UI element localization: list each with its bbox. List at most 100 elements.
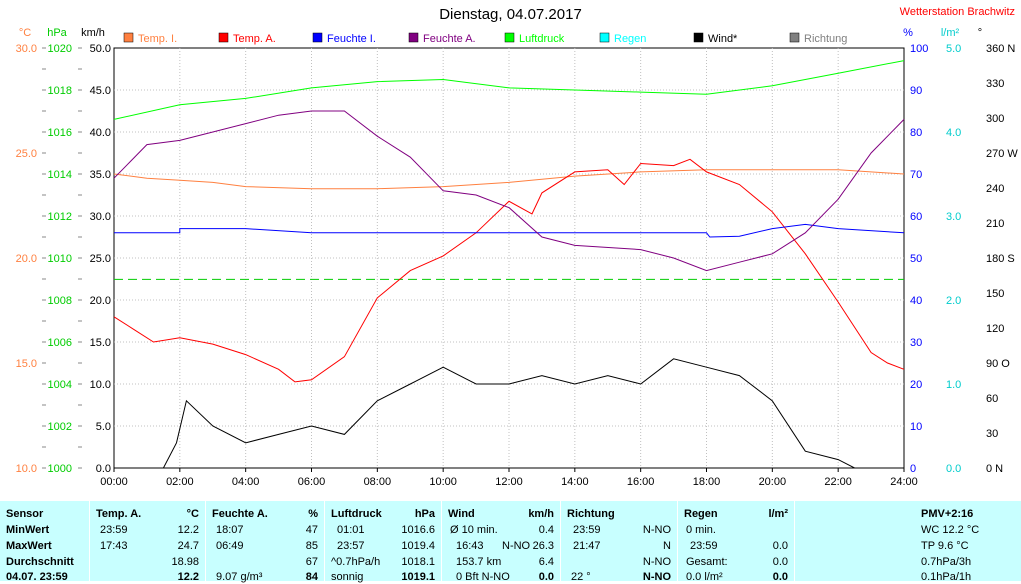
tick-humidity: 70 (910, 169, 922, 181)
stats-unit: hPa (414, 508, 435, 520)
stat-value: 1016.6 (401, 524, 435, 536)
row-label: 04.07. 23:59 (6, 571, 68, 583)
tick-wind: 50.0 (90, 43, 111, 55)
legend-label: Temp. I. (138, 33, 177, 45)
tick-temp: 15.0 (16, 358, 37, 370)
x-tick-label: 04:00 (232, 476, 260, 488)
tick-wind: 0.0 (96, 463, 111, 475)
stat-value: N-NO (642, 571, 671, 583)
tick-rain: 1.0 (946, 379, 961, 391)
legend-item: Feuchte A. (408, 32, 476, 45)
tick-wind: 5.0 (96, 421, 111, 433)
tick-pressure: 1000 (48, 463, 72, 475)
legend-swatch (123, 32, 134, 43)
stats-unit: l/m² (768, 508, 788, 520)
tick-pressure: 1008 (48, 295, 72, 307)
x-tick-label: 00:00 (100, 476, 128, 488)
tick-temp: 20.0 (16, 253, 37, 265)
stat-time: 23:57 (337, 540, 365, 552)
tick-pressure: 1012 (48, 211, 72, 223)
stat-time: Ø 10 min. (450, 524, 498, 536)
tick-wind: 25.0 (90, 253, 111, 265)
stat-value: 1018.1 (401, 556, 435, 568)
stat-value: 12.2 (177, 571, 199, 583)
tick-wind: 30.0 (90, 211, 111, 223)
legend-label: Feuchte I. (327, 33, 376, 45)
stat-trend-1h: 0.1hPa/1h (921, 571, 972, 583)
stat-value: 24.7 (177, 540, 199, 552)
x-tick-label: 08:00 (364, 476, 392, 488)
stats-header: Richtung (567, 508, 615, 520)
tick-direction: 60 (986, 393, 998, 405)
stats-header: PMV+2:16 (921, 508, 974, 520)
chart-title: Dienstag, 04.07.2017 (439, 6, 582, 23)
stat-value: 0.0 (772, 540, 788, 552)
x-tick-label: 18:00 (693, 476, 721, 488)
legend-item: Luftdruck (504, 32, 565, 45)
tick-pressure: 1004 (48, 379, 72, 391)
stat-value: 0.4 (538, 524, 554, 536)
x-tick-label: 20:00 (759, 476, 787, 488)
stat-degree: 22 ° (571, 571, 591, 583)
tick-wind: 45.0 (90, 85, 111, 97)
stats-pmv: PMV+2:16 WC 12.2 °C TP 9.6 °C 0.7hPa/3h … (794, 501, 1021, 583)
legend-label: Regen (614, 33, 646, 45)
tick-humidity: 90 (910, 85, 922, 97)
tick-pressure: 1010 (48, 253, 72, 265)
tick-humidity: 0 (910, 463, 916, 475)
tick-pressure: 1002 (48, 421, 72, 433)
stat-time: 23:59 (573, 524, 601, 536)
stat-trend-3h: 0.7hPa/3h (921, 556, 972, 568)
tick-direction: 180 S (986, 253, 1015, 265)
x-tick-label: 12:00 (495, 476, 523, 488)
legend-swatch (789, 32, 800, 43)
axis-unit-pressure: hPa (47, 27, 67, 39)
legend-swatch (218, 32, 229, 43)
tick-temp: 25.0 (16, 148, 37, 160)
x-tick-label: 24:00 (890, 476, 918, 488)
stat-time: 0 min. (686, 524, 716, 536)
stats-unit: % (308, 508, 318, 520)
x-tick-label: 22:00 (824, 476, 852, 488)
stat-time: 9.07 g/m³ (216, 571, 263, 583)
legend-swatch (504, 32, 515, 43)
legend-item: Temp. A. (218, 32, 276, 45)
legend: Temp. I. Temp. A. Feuchte I. Feuchte A. Luft… (123, 32, 847, 45)
series-feuchte-i (114, 223, 905, 238)
stat-value: 47 (305, 524, 318, 536)
stat-time: 16:43 (456, 540, 484, 552)
stat-value: 85 (305, 540, 318, 552)
stat-value: 1019.1 (401, 571, 435, 583)
stat-total: Gesamt: (686, 556, 728, 568)
tick-rain: 0.0 (946, 463, 961, 475)
stat-dir: N-NO (502, 540, 531, 552)
stat-value: 26.3 (532, 540, 554, 552)
tick-rain: 2.0 (946, 295, 961, 307)
tick-pressure: 1018 (48, 85, 72, 97)
series-temp-i (113, 169, 905, 190)
legend-label: Temp. A. (233, 33, 276, 45)
tick-humidity: 30 (910, 337, 922, 349)
stats-regen: Regen l/m² 0 min. 23:59 0.0 Gesamt: 0.0 0.0… (677, 501, 794, 583)
tick-direction: 240 (986, 183, 1004, 195)
legend-label: Wind* (708, 33, 738, 45)
stats-panel: Sensor MinWert MaxWert Durchschnitt 04.0… (0, 501, 1021, 583)
station-name: Wetterstation Brachwitz (899, 6, 1015, 18)
x-tick-label: 10:00 (429, 476, 457, 488)
stats-header: Luftdruck (331, 508, 382, 520)
axis-unit-humidity: % (903, 27, 913, 39)
tick-direction: 300 (986, 113, 1004, 125)
stat-time: 06:49 (216, 540, 244, 552)
stat-time: 21:47 (573, 540, 601, 552)
stats-unit: °C (186, 508, 199, 520)
legend-label: Feuchte A. (423, 33, 476, 45)
tick-temp: 30.0 (16, 43, 37, 55)
tick-direction: 360 N (986, 43, 1015, 55)
tick-rain: 4.0 (946, 127, 961, 139)
stat-time: 23:59 (690, 540, 718, 552)
stat-time: 18:07 (216, 524, 244, 536)
weather-chart: °C hPa km/h% l/m² °30.025.020.015.010.010201… (16, 27, 1019, 488)
stats-feuchte-a: Feuchte A.% 18:07 47 06:49 85 67 9.07 g/m³… (205, 501, 324, 583)
legend-item: Wind* (693, 32, 738, 45)
tick-temp: 10.0 (16, 463, 37, 475)
